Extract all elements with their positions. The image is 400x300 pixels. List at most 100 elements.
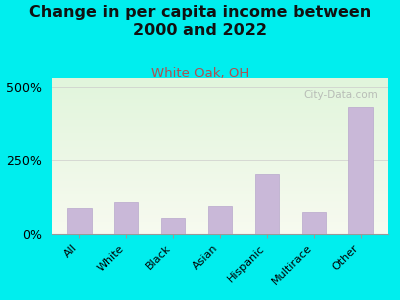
Bar — [52, 205, 388, 206]
Bar — [52, 151, 388, 152]
Bar — [52, 128, 388, 129]
Bar — [52, 155, 388, 156]
Bar — [52, 197, 388, 198]
Bar — [52, 178, 388, 179]
Bar — [52, 219, 388, 220]
Bar — [52, 165, 388, 166]
Bar — [52, 150, 388, 151]
Bar — [52, 139, 388, 140]
Bar — [52, 214, 388, 215]
Bar — [52, 78, 388, 79]
Bar — [52, 204, 388, 205]
Bar — [52, 225, 388, 226]
Bar — [52, 129, 388, 130]
Bar — [52, 185, 388, 186]
Bar — [52, 227, 388, 228]
Bar — [52, 111, 388, 112]
Bar — [52, 170, 388, 171]
Bar — [52, 233, 388, 234]
Bar — [52, 146, 388, 147]
Bar — [52, 100, 388, 101]
Bar — [52, 194, 388, 195]
Bar — [52, 180, 388, 181]
Bar — [52, 95, 388, 96]
Bar — [52, 212, 388, 213]
Bar — [52, 220, 388, 221]
Bar — [52, 83, 388, 84]
Bar — [52, 216, 388, 217]
Bar — [52, 166, 388, 167]
Bar — [52, 191, 388, 192]
Bar — [52, 192, 388, 193]
Bar — [52, 196, 388, 197]
Bar — [52, 101, 388, 102]
Bar — [52, 199, 388, 200]
Bar — [52, 141, 388, 142]
Bar — [52, 117, 388, 118]
Bar — [52, 105, 388, 106]
Bar — [52, 145, 388, 146]
Bar — [67, 208, 92, 234]
Bar — [52, 203, 388, 204]
Bar — [52, 232, 388, 233]
Bar — [52, 222, 388, 223]
Bar — [52, 183, 388, 184]
Text: City-Data.com: City-Data.com — [303, 91, 378, 100]
Bar — [348, 107, 373, 234]
Bar — [52, 228, 388, 229]
Bar — [52, 182, 388, 183]
Bar — [52, 172, 388, 173]
Bar — [52, 188, 388, 189]
Bar — [52, 161, 388, 162]
Bar — [52, 162, 388, 163]
Bar — [208, 206, 232, 234]
Bar — [52, 79, 388, 80]
Bar — [52, 119, 388, 120]
Bar — [52, 85, 388, 86]
Bar — [161, 218, 185, 234]
Bar — [52, 176, 388, 177]
Bar — [52, 217, 388, 218]
Bar — [52, 207, 388, 208]
Bar — [52, 125, 388, 126]
Bar — [52, 184, 388, 185]
Bar — [52, 122, 388, 123]
Bar — [52, 154, 388, 155]
Bar — [52, 86, 388, 87]
Bar — [52, 107, 388, 108]
Bar — [52, 195, 388, 196]
Bar — [52, 126, 388, 127]
Bar — [52, 200, 388, 201]
Bar — [52, 94, 388, 95]
Bar — [52, 99, 388, 100]
Bar — [52, 159, 388, 160]
Bar — [52, 226, 388, 227]
Bar — [52, 121, 388, 122]
Bar — [52, 138, 388, 139]
Bar — [52, 135, 388, 136]
Bar — [52, 186, 388, 187]
Bar — [52, 230, 388, 231]
Bar — [52, 136, 388, 137]
Bar — [52, 93, 388, 94]
Bar — [52, 173, 388, 174]
Bar — [52, 82, 388, 83]
Bar — [52, 140, 388, 141]
Bar — [52, 152, 388, 153]
Bar — [52, 157, 388, 158]
Bar — [52, 210, 388, 211]
Bar — [52, 149, 388, 150]
Bar — [52, 169, 388, 170]
Bar — [52, 174, 388, 175]
Bar — [52, 177, 388, 178]
Bar — [52, 110, 388, 111]
Bar — [52, 193, 388, 194]
Bar — [114, 202, 138, 234]
Bar — [52, 142, 388, 143]
Bar — [52, 131, 388, 132]
Bar — [52, 80, 388, 81]
Bar — [52, 224, 388, 225]
Bar — [52, 130, 388, 131]
Bar — [52, 102, 388, 103]
Bar — [52, 98, 388, 99]
